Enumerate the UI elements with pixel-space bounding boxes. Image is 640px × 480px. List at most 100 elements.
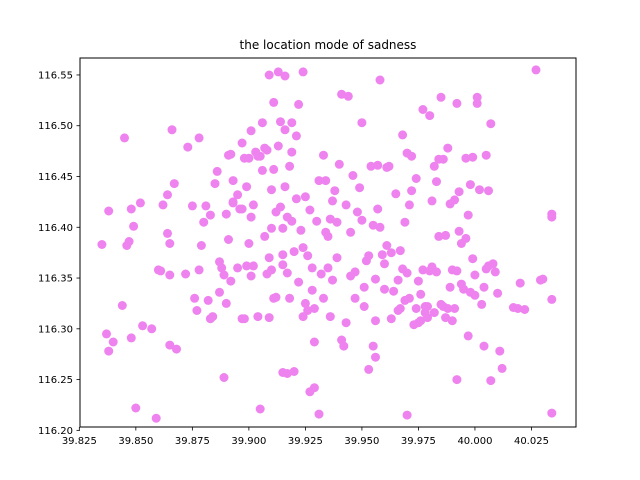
scatter-point — [357, 215, 367, 225]
scatter-point — [219, 270, 229, 280]
scatter-point — [477, 299, 487, 309]
scatter-point — [411, 174, 421, 183]
scatter-point — [215, 287, 224, 297]
scatter-point — [267, 185, 276, 195]
scatter-point — [429, 308, 439, 318]
scatter-point — [425, 111, 435, 121]
scatter-point — [472, 92, 482, 102]
scatter-point — [346, 227, 356, 237]
scatter-point — [233, 263, 243, 273]
scatter-point — [126, 204, 136, 214]
x-axis: 39.825 39.850 39.875 39.900 39.925 39.950 39.9… — [62, 427, 549, 447]
scatter-point — [402, 268, 412, 278]
scatter-point — [321, 176, 331, 186]
scatter-point — [323, 231, 333, 241]
scatter-point — [97, 240, 107, 249]
scatter-point — [380, 284, 389, 294]
scatter-point — [221, 298, 231, 308]
scatter-point — [481, 150, 491, 160]
scatter-point — [490, 267, 500, 277]
scatter-point — [452, 266, 462, 276]
scatter-point — [427, 196, 437, 206]
scatter-point — [138, 321, 148, 331]
x-tick-label: 39.950 — [344, 436, 379, 447]
scatter-point — [470, 270, 480, 280]
scatter-point — [395, 246, 405, 256]
scatter-point — [303, 251, 313, 261]
scatter-point — [210, 179, 220, 189]
scatter-point — [468, 152, 478, 162]
scatter-point — [479, 341, 489, 351]
y-axis: 116.20 116.25 116.30 116.35 116.40 116.45 116.… — [38, 70, 80, 437]
scatter-point — [165, 340, 175, 350]
scatter-point — [402, 410, 412, 420]
scatter-point — [350, 293, 360, 303]
scatter-point — [314, 176, 324, 186]
scatter-point — [199, 217, 209, 227]
scatter-point — [289, 247, 299, 257]
x-tick-label: 39.900 — [231, 436, 266, 447]
scatter-point — [278, 223, 288, 233]
scatter-point — [461, 233, 471, 243]
scatter-point — [452, 375, 462, 385]
scatter-point — [264, 313, 274, 323]
scatter-point — [384, 161, 394, 171]
scatter-point — [255, 151, 265, 161]
scatter-point — [203, 295, 213, 305]
scatter-point — [423, 313, 432, 323]
scatter-point — [382, 241, 392, 250]
scatter-point — [375, 75, 385, 85]
scatter-point — [364, 251, 374, 261]
scatter-point — [108, 337, 118, 347]
scatter-point — [486, 376, 496, 386]
scatter-point — [350, 267, 360, 277]
scatter-point — [488, 259, 498, 269]
scatter-point — [287, 216, 297, 226]
scatter-point — [493, 288, 503, 298]
scatter-point — [520, 305, 530, 314]
scatter-point — [196, 241, 206, 250]
scatter-point — [319, 293, 328, 303]
scatter-point — [364, 364, 374, 374]
scatter-point — [339, 341, 349, 351]
chart-title: the location mode of sadness — [240, 38, 417, 52]
scatter-point — [172, 344, 181, 354]
scatter-point — [380, 259, 389, 269]
scatter-point — [429, 161, 439, 171]
scatter-point — [167, 125, 177, 135]
scatter-point — [373, 160, 383, 170]
scatter-point — [208, 312, 218, 322]
scatter-point — [165, 239, 175, 248]
scatter-point — [156, 266, 166, 276]
scatter-point — [341, 318, 351, 328]
scatter-point — [239, 314, 249, 324]
x-tick-label: 40.000 — [457, 436, 492, 447]
y-tick-label: 116.55 — [38, 70, 73, 81]
scatter-point — [248, 200, 258, 210]
scatter-point — [386, 248, 396, 258]
scatter-point — [120, 133, 129, 143]
scatter-point — [547, 209, 557, 219]
scatter-point — [237, 138, 247, 148]
scatter-point — [463, 331, 473, 341]
scatter-point — [418, 105, 428, 114]
scatter-point — [371, 352, 380, 362]
scatter-point — [404, 293, 414, 303]
scatter-point — [271, 292, 281, 302]
scatter-point — [244, 153, 254, 163]
scatter-point — [411, 304, 421, 313]
scatter-point — [287, 118, 297, 128]
x-tick-label: 39.850 — [118, 436, 153, 447]
x-tick-label: 39.975 — [401, 436, 436, 447]
scatter-point — [294, 277, 304, 287]
scatter-point — [194, 133, 204, 143]
scatter-point — [104, 206, 114, 216]
scatter-point — [432, 267, 441, 277]
scatter-point — [307, 263, 317, 273]
scatter-point — [404, 200, 414, 210]
scatter-point — [416, 316, 426, 326]
scatter-point — [217, 263, 227, 273]
scatter-point — [416, 289, 426, 299]
scatter-point — [454, 226, 464, 236]
